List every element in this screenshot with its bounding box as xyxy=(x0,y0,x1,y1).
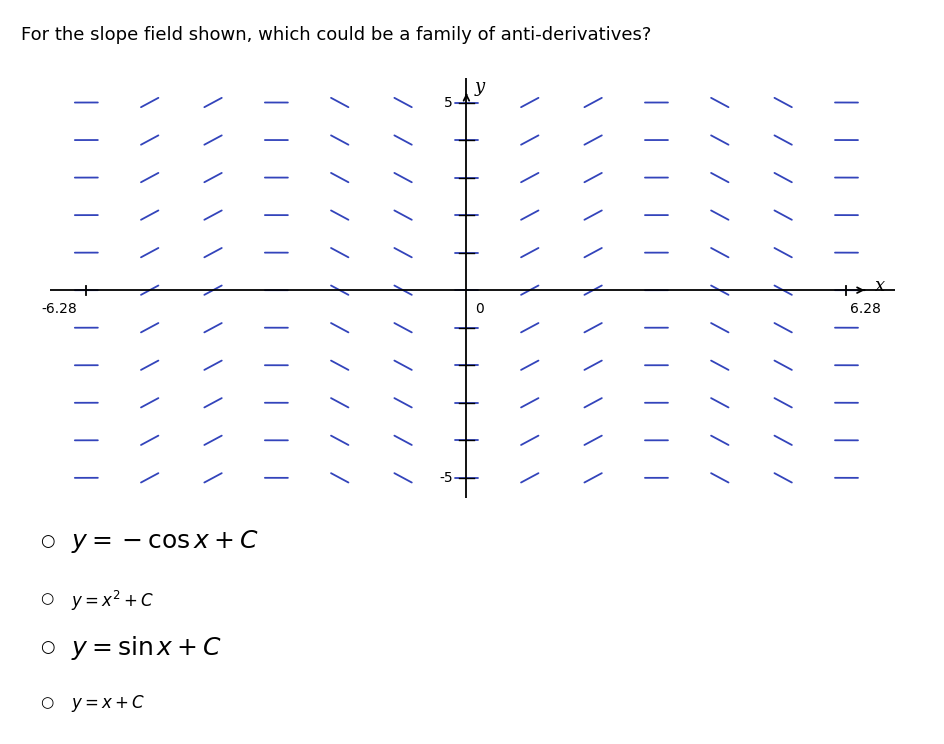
Text: ○: ○ xyxy=(40,638,54,655)
Text: -6.28: -6.28 xyxy=(42,302,77,316)
Text: ○: ○ xyxy=(40,591,53,606)
Text: -5: -5 xyxy=(440,471,453,485)
Text: y: y xyxy=(475,78,485,96)
Text: 0: 0 xyxy=(476,302,484,316)
Text: $y = -\cos x + C$: $y = -\cos x + C$ xyxy=(71,528,259,555)
Text: 5: 5 xyxy=(445,95,453,109)
Text: ○: ○ xyxy=(40,532,54,550)
Text: $y = \sin x + C$: $y = \sin x + C$ xyxy=(71,634,222,662)
Text: $y = x^2 + C$: $y = x^2 + C$ xyxy=(71,589,154,613)
Text: $y = x + C$: $y = x + C$ xyxy=(71,693,145,714)
Text: 6.28: 6.28 xyxy=(850,302,881,316)
Text: ○: ○ xyxy=(40,696,53,711)
Text: x: x xyxy=(875,277,885,295)
Text: For the slope field shown, which could be a family of anti-derivatives?: For the slope field shown, which could b… xyxy=(21,26,651,44)
